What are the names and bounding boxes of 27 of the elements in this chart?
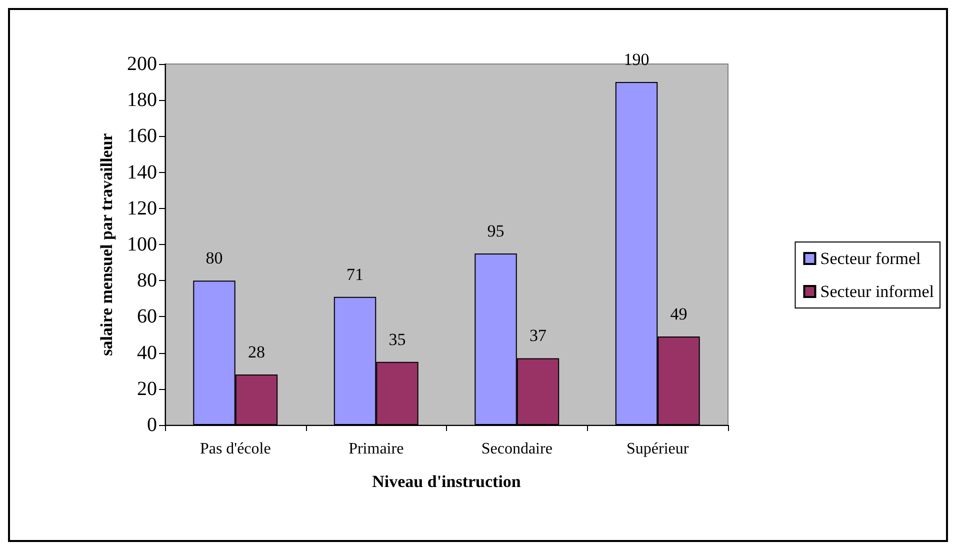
- y-tick-label: 40: [137, 342, 157, 364]
- y-tick-label: 180: [127, 89, 157, 112]
- y-tick-label: 0: [147, 414, 157, 436]
- y-tick-label: 20: [137, 378, 157, 400]
- data-label: 37: [529, 326, 547, 346]
- y-axis-title: salaire mensuel par travailleur: [97, 132, 116, 356]
- data-label: 35: [388, 330, 406, 349]
- y-tick-label: 80: [137, 270, 157, 292]
- legend-label: Secteur formel: [820, 249, 922, 268]
- y-tick-label: 160: [127, 125, 157, 148]
- data-label: 49: [670, 304, 688, 324]
- x-tick-label: Secondaire: [481, 440, 552, 458]
- x-axis-title: Niveau d'instruction: [372, 472, 522, 491]
- data-label: 71: [346, 264, 364, 284]
- x-tick-label: Pas d'école: [200, 440, 271, 458]
- x-tick-label: Primaire: [348, 440, 404, 458]
- legend-label: Secteur informel: [820, 282, 934, 301]
- y-tick-label: 140: [127, 161, 157, 184]
- data-label: 95: [487, 222, 504, 241]
- y-tick-label: 200: [127, 53, 157, 75]
- y-tick-label: 100: [127, 234, 157, 256]
- data-label: 28: [248, 342, 265, 362]
- x-tick-label: Supérieur: [626, 440, 690, 458]
- y-tick-label: 60: [137, 306, 157, 328]
- data-label: 190: [624, 50, 650, 70]
- y-tick-label: 120: [127, 197, 157, 220]
- data-label: 80: [206, 248, 223, 268]
